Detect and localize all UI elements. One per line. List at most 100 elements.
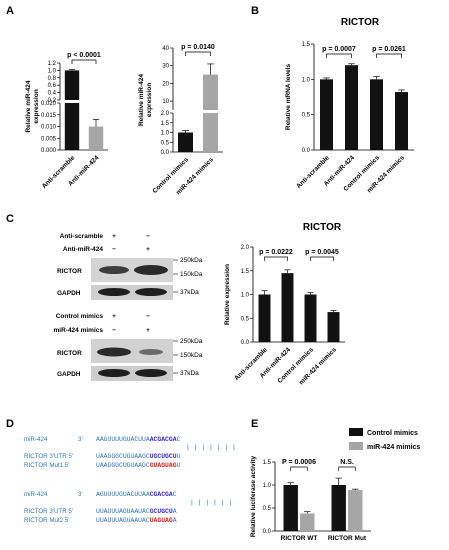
seq-dir: 3' — [78, 491, 83, 498]
y-axis-label: Relative luciferase activity — [250, 455, 257, 537]
chart-title-b: RICTOR — [341, 17, 380, 28]
seq-dir: 3' — [78, 436, 83, 443]
seq-label-mut1: RICTOR Mut1 5' — [24, 462, 69, 469]
y-tick-label: 0.015 — [41, 113, 57, 119]
y-tick-label: 1.0 — [263, 483, 272, 489]
y-tick-label: 1.0 — [302, 77, 311, 83]
seq-mutated: UAGUAG — [150, 517, 173, 524]
y-tick-label: 0.2 — [48, 98, 57, 104]
size-marker: 250kDa — [180, 257, 203, 264]
seq-plain: AAGUUUUGUACUUA — [96, 436, 150, 443]
p-value-label: p = 0.0222 — [259, 249, 293, 256]
category-label: RICTOR Mut — [328, 535, 367, 542]
bar — [370, 79, 383, 150]
wb-mark: + — [146, 246, 150, 253]
band — [98, 369, 130, 377]
bar — [331, 485, 346, 531]
wb-mark: − — [112, 246, 116, 253]
y-tick-label: 0.0 — [302, 148, 311, 154]
y-tick-label: 0.6 — [48, 83, 57, 89]
y-tick-label: 0.000 — [41, 148, 57, 154]
seq-label-mir: miR-424 — [24, 436, 48, 443]
y-axis-label-group: Relative miR-424 expression — [138, 74, 153, 126]
y-axis-label-group: Relative luciferase activity — [250, 455, 257, 537]
wb-row-label-control-mimics: Control mimics — [56, 313, 104, 320]
y-tick-label: 0.5 — [161, 140, 170, 146]
size-marker: 150kDa — [180, 271, 203, 278]
seq-label-wt: RICTOR 3'UTR 5' — [24, 508, 73, 515]
p-value-label: p = 0.0261 — [372, 46, 406, 53]
wb-mark: + — [112, 313, 116, 320]
seq-label-wt: RICTOR 3'UTR 5' — [24, 453, 73, 460]
y-tick-label: 0.020 — [41, 101, 57, 107]
band — [97, 347, 131, 357]
significance-bracket — [290, 466, 308, 471]
y-axis-label: Relative mRNA levels — [285, 64, 292, 131]
seq-label-mir: miR-424 — [24, 491, 48, 498]
legend-label-mimics: miR-424 mimics — [367, 444, 420, 451]
bar — [64, 103, 80, 150]
significance-bracket — [185, 51, 211, 56]
y-axis-label: expression — [146, 83, 153, 117]
y-tick-label: 0.8 — [48, 76, 57, 82]
wb-mark: + — [146, 327, 150, 334]
category-label: RICTOR WT — [281, 535, 318, 542]
significance-bracket — [264, 256, 288, 261]
y-axis-label-group: Relative miR-424 expression — [25, 80, 40, 132]
seq-mir-424-b: AGUUUUGUACUUAACGACGAC — [96, 491, 177, 498]
size-marker: 250kDa — [180, 338, 203, 345]
seq-plain: UAAGGGCUGUAAGC — [96, 453, 150, 460]
y-tick-label: 0.005 — [41, 136, 57, 142]
seq-tail: C — [173, 491, 177, 498]
p-value-label: p < 0.0001 — [67, 52, 101, 59]
y-tick-label: 1.0 — [48, 68, 57, 74]
significance-bracket — [310, 256, 334, 261]
y-tick-label: 0.5 — [302, 113, 311, 119]
size-marker: 37kDa — [180, 289, 199, 296]
legend-e: Control mimics miR-424 mimics — [349, 428, 420, 451]
bar — [320, 79, 333, 150]
bar — [203, 113, 218, 152]
band — [98, 288, 130, 296]
panel-letter-e: E — [251, 418, 258, 430]
y-tick-label: 0.4 — [48, 91, 57, 97]
significance-bracket — [71, 59, 97, 64]
panel-letter-a: A — [6, 5, 14, 17]
blot-label-gapdh: GAPDH — [57, 290, 81, 297]
bar — [395, 92, 408, 150]
size-marker: 150kDa — [180, 352, 203, 359]
seq-tail: A — [173, 517, 177, 524]
y-tick-label: 20 — [162, 81, 169, 87]
blot-label-rictor: RICTOR — [57, 350, 82, 357]
p-value-label: p = 0.0007 — [322, 46, 356, 53]
bar — [281, 273, 294, 342]
bar — [203, 74, 218, 110]
seq-tail: U — [177, 453, 181, 460]
band — [139, 349, 163, 355]
wb-mark: − — [146, 233, 150, 240]
y-tick-label: 10 — [162, 99, 169, 105]
wb-row-label-mir-424-mimics: miR-424 mimics — [54, 327, 104, 334]
bar — [283, 485, 298, 531]
seq-pairing: | | | | | | — [190, 499, 232, 506]
wb-mark: − — [112, 327, 116, 334]
seq-site: UGCUGCU — [150, 453, 177, 460]
y-tick-label: 1.0 — [161, 131, 170, 137]
seq-plain: AGUUUUGUACUUAA — [96, 491, 150, 498]
seq-seed: CGACGA — [150, 491, 173, 498]
seq-plain: UUAUUUAGUAAUAC — [96, 508, 150, 515]
bar — [304, 294, 317, 342]
y-tick-label: 40 — [162, 46, 169, 52]
chart-a2: 40 30 20 10 2.0 1.5 1.0 0.5 0.0 Relative miR-424 e… — [138, 44, 223, 196]
chart-a1: 1.21.0 0.80.6 0.40.20.020 0.015 0.010 0.005 0.… — [25, 52, 108, 190]
band — [134, 265, 168, 275]
y-tick-label: 0.5 — [263, 506, 272, 512]
legend-swatch-mimics — [349, 442, 363, 450]
legend-swatch-control — [349, 428, 363, 436]
bar — [88, 126, 104, 150]
panel-letter-d: D — [6, 418, 14, 430]
seq-seed: ACGACGA — [150, 436, 177, 443]
y-tick-label: 1.0 — [241, 293, 250, 299]
